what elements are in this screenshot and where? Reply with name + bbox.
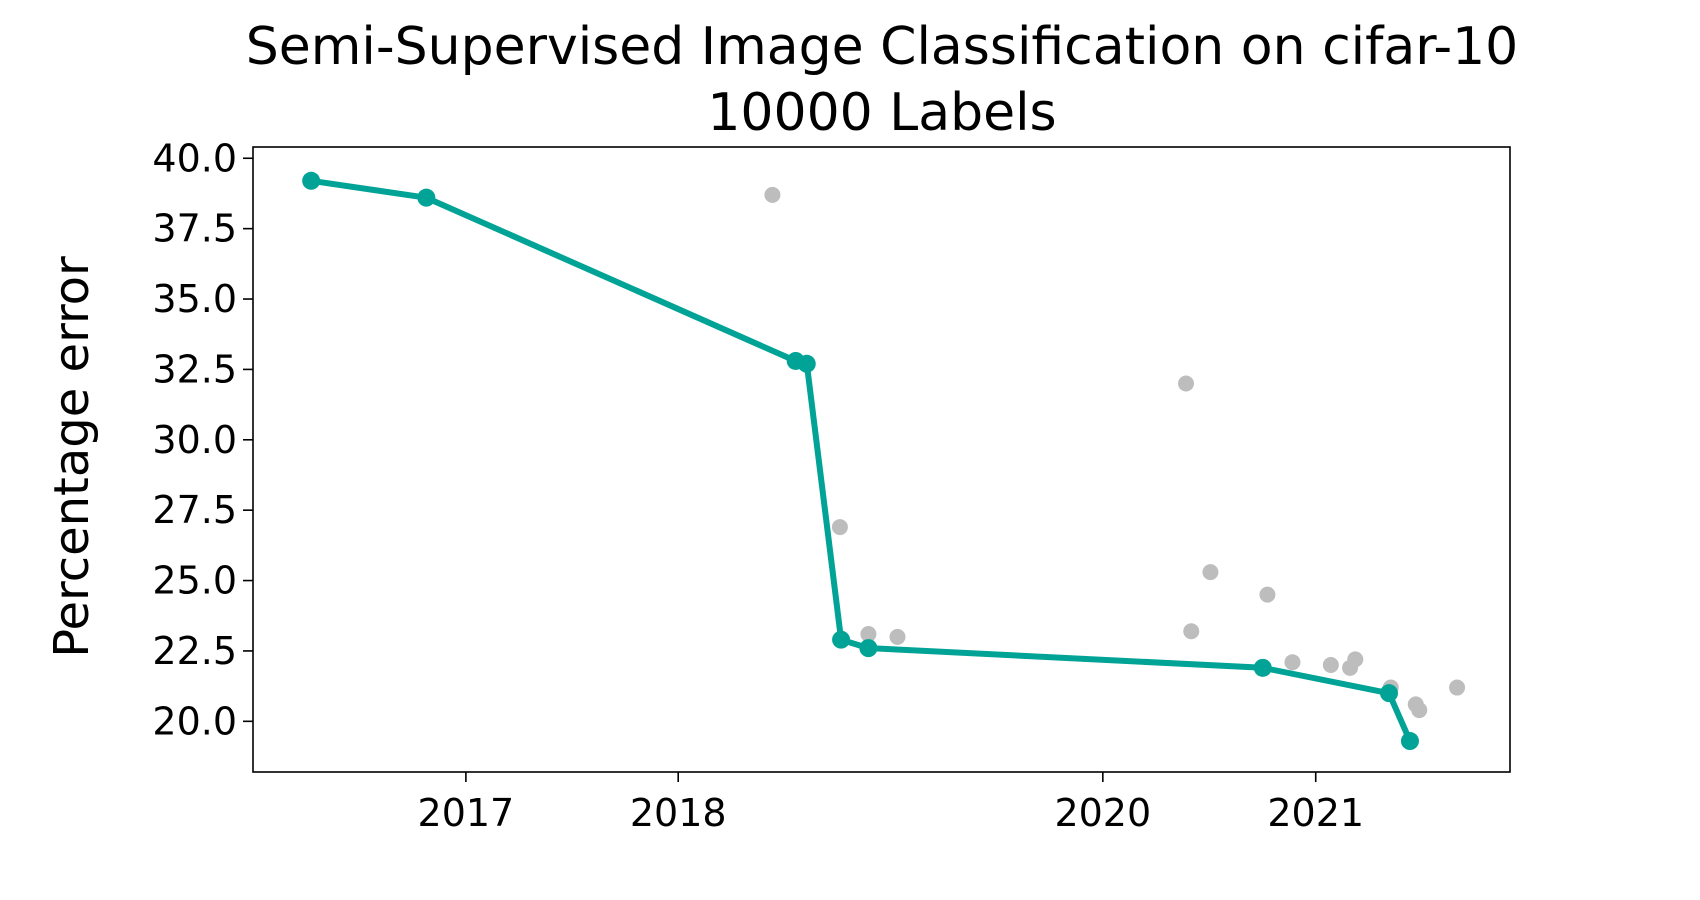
sota-point: [1400, 732, 1419, 751]
y-tick-label: 27.5: [152, 488, 237, 532]
y-tick-label: 20.0: [152, 699, 237, 743]
other-point: [1284, 654, 1301, 671]
other-point: [860, 626, 877, 643]
sota-point: [832, 630, 851, 649]
y-tick-label: 22.5: [152, 629, 237, 673]
sota-point: [797, 354, 816, 373]
y-tick-label: 32.5: [152, 347, 237, 391]
other-point: [831, 519, 848, 536]
other-point: [889, 628, 906, 645]
other-point: [1322, 657, 1339, 674]
sota-point: [417, 188, 436, 207]
y-tick-label: 40.0: [152, 136, 237, 180]
other-point: [1202, 564, 1219, 581]
sota-point: [859, 639, 878, 658]
other-point: [764, 186, 781, 203]
x-tick-label: 2021: [1267, 791, 1364, 835]
plot-area: 20.0 22.5 25.0 27.5 30.0 32.5 35.0 37.5 40.0 2017…: [152, 136, 1511, 835]
other-point: [1411, 702, 1428, 719]
y-tick-label: 37.5: [152, 207, 237, 251]
y-tick-label: 25.0: [152, 559, 237, 603]
sota-line: [310, 177, 1413, 743]
other-point: [1347, 651, 1364, 668]
sota-point: [1380, 684, 1399, 703]
sota-point: [1253, 658, 1272, 677]
y-tick-label: 30.0: [152, 418, 237, 462]
x-tick-label: 2020: [1054, 791, 1151, 835]
y-axis-label: Percentage error: [44, 256, 100, 658]
other-point: [1449, 679, 1466, 696]
other-point: [1183, 623, 1200, 640]
plot-frame: [252, 146, 1511, 773]
sota-point: [302, 171, 321, 190]
other-point: [1259, 586, 1276, 603]
chart-title-line: Semi-Supervised Image Classification on …: [246, 17, 1519, 77]
chart-title-line: 10000 Labels: [707, 83, 1056, 143]
x-tick-label: 2017: [418, 791, 515, 835]
x-tick-label: 2018: [630, 791, 727, 835]
y-tick-label: 35.0: [152, 277, 237, 321]
chart-title: Semi-Supervised Image Classification on …: [246, 17, 1519, 143]
other-point: [1178, 375, 1195, 392]
